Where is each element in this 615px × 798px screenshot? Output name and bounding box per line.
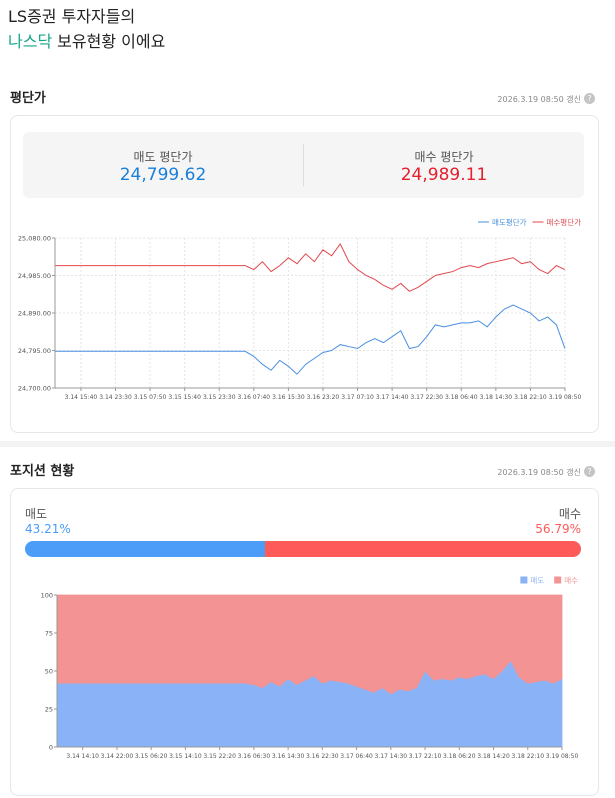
x-tick-label: 3.19 08:50 [549,394,582,401]
x-tick-label: 3.17 14:40 [376,394,409,401]
x-tick-label: 3.18 14:30 [480,394,513,401]
sell-label: 매도 [25,507,48,521]
x-tick-label: 3.18 14:20 [477,753,510,760]
x-tick-label: 3.16 15:30 [272,394,305,401]
x-tick-label: 3.16 23:20 [307,394,340,401]
sell-percent: 43.21% [25,522,71,536]
series-line [55,242,566,292]
y-tick-label: 24,890.00 [18,310,51,318]
section-title: 포지션 현황 [10,464,75,479]
sell-label: 매도 평단가 [133,150,193,164]
x-tick-label: 3.17 22:10 [409,753,442,760]
sell-value: 24,799.62 [119,165,207,185]
title-line: 나스닥 보유현황 이에요 [8,31,165,53]
position-bar [25,541,581,557]
help-icon[interactable]: ? [584,93,595,104]
position-segment [25,541,266,557]
title-rest: 보유현황 이에요 [57,32,166,51]
buy-label: 매수 [558,507,581,521]
buy-value: 24,989.11 [400,165,488,185]
section-title: 평단가 [10,91,46,106]
x-tick-label: 3.18 22:10 [514,394,547,401]
legend-label: 매도 [530,576,544,585]
buy-percent: 56.79% [535,522,581,536]
x-tick-label: 3.14 14:10 [66,753,99,760]
x-tick-label: 3.16 06:30 [238,753,271,760]
y-tick-label: 24,795.00 [18,347,51,355]
divider [303,144,304,186]
x-tick-label: 3.15 14:10 [169,753,202,760]
legend-label: 매수 [564,576,578,585]
x-tick-label: 3.17 22:30 [410,394,443,401]
title-highlight: 나스닥 [8,32,53,51]
x-tick-label: 3.16 07:40 [238,394,271,401]
help-icon[interactable]: ? [584,466,595,477]
x-tick-label: 3.14 22:00 [101,753,134,760]
series-line [55,304,566,375]
x-tick-label: 3.15 07:50 [134,394,167,401]
legend-marker [520,576,528,584]
x-tick-label: 3.15 23:30 [203,394,236,401]
title-line: LS증권 투자자들의 [8,7,136,26]
x-tick-label: 3.15 22:20 [203,753,236,760]
x-tick-label: 3.18 06:40 [445,394,478,401]
x-tick-label: 3.16 22:30 [306,753,339,760]
buy-label: 매수 평단가 [414,150,474,164]
y-tick-label: 100 [41,592,53,600]
y-tick-label: 75 [45,630,53,638]
x-tick-label: 3.15 15:40 [168,394,201,401]
x-tick-label: 3.19 08:50 [546,753,579,760]
y-tick-label: 25 [45,706,53,714]
series-area [56,594,563,695]
y-tick-label: 0 [49,744,53,752]
x-tick-label: 3.14 23:30 [99,394,132,401]
x-tick-label: 3.17 07:10 [341,394,374,401]
x-tick-label: 3.18 06:20 [443,753,476,760]
x-tick-label: 3.17 06:40 [340,753,373,760]
legend-label: 매수평단가 [547,217,582,227]
x-tick-label: 3.15 06:20 [135,753,168,760]
updated-time: 2026.3.19 08:50 갱신 [497,95,581,104]
position-segment [265,541,581,557]
section-gap [0,441,615,447]
updated-time: 2026.3.19 08:50 갱신 [497,468,581,477]
x-tick-label: 3.18 22:10 [511,753,544,760]
legend-label: 매도평단가 [492,217,527,227]
x-tick-label: 3.17 14:30 [375,753,408,760]
position-chart: 0 25 50 75 100 3.14 14:10 3.14 22:00 3.15 06:20… [41,576,579,760]
x-tick-label: 3.14 15:40 [65,394,98,401]
y-tick-label: 25,080.00 [18,235,51,243]
y-tick-label: 50 [45,668,53,676]
x-tick-label: 3.16 14:30 [272,753,305,760]
y-tick-label: 24,985.00 [18,272,51,280]
legend-marker [554,576,562,584]
y-tick-label: 24,700.00 [18,385,51,393]
price-chart: 24,700.00 24,795.00 24,890.00 24,985.00 25,0… [18,217,582,401]
